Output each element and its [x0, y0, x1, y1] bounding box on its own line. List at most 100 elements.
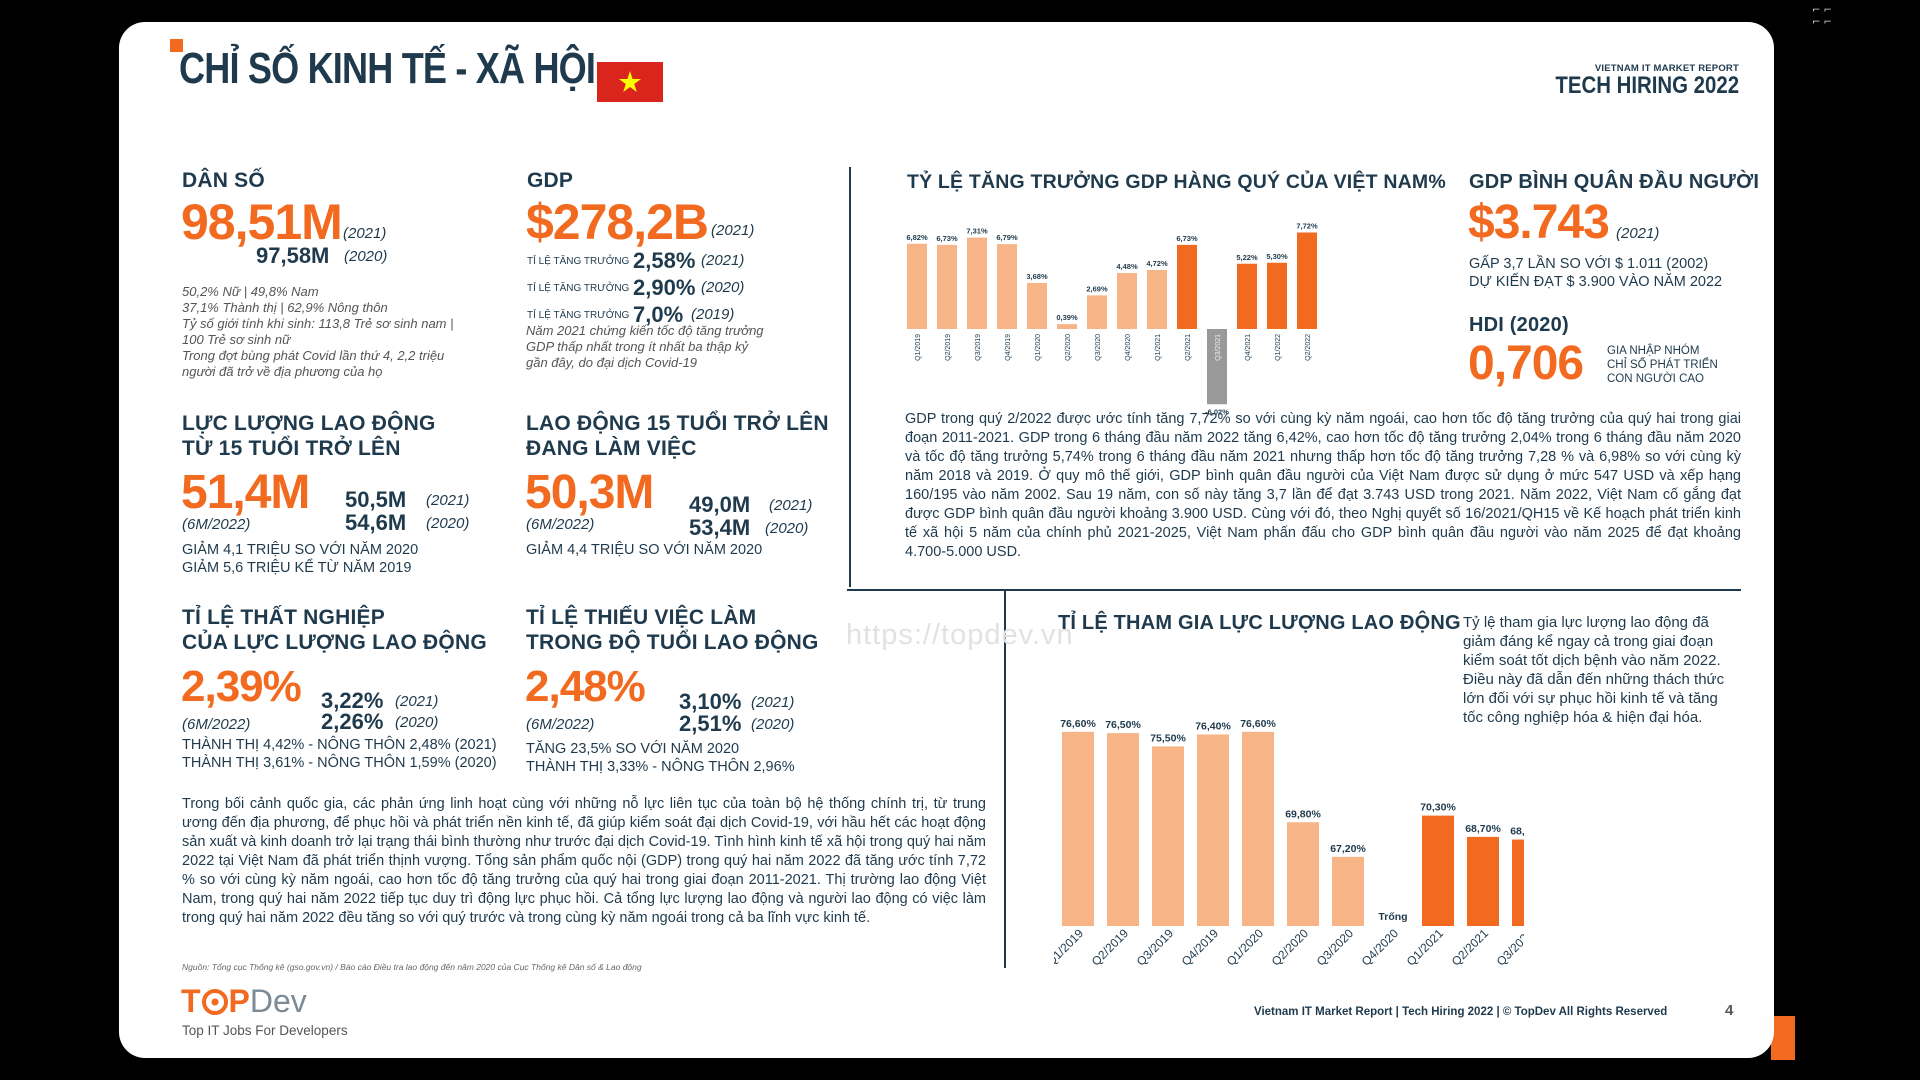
page-number: 4: [1725, 1002, 1734, 1019]
gdp-bar: [1087, 295, 1107, 329]
gdp-tick-label: Q2/2019: [945, 334, 952, 361]
gdp-paragraph: GDP trong quý 2/2022 được ước tính tăng …: [905, 411, 1741, 560]
gdp-bar: [1057, 324, 1077, 329]
watermark-text: https://topdev.vn: [846, 619, 1074, 651]
lfpr-bar: [1062, 731, 1094, 926]
employed-prev-2020: 53,4M: [689, 515, 751, 540]
underemployment-prev-2021: 3,10%: [679, 689, 742, 714]
hdi-notes: GIA NHẬP NHÓM CHỈ SỐ PHÁT TRIỂN CON NGƯỜ…: [1607, 345, 1718, 385]
underemployment-title: TỈ LỆ THIẾU VIỆC LÀM TRONG ĐỘ TUỔI LAO Đ…: [526, 606, 819, 654]
employed-year-2021: (2021): [769, 497, 813, 514]
orange-edge-decoration: [1771, 1016, 1795, 1060]
lfpr-tick-label: Q4/2019: [1179, 926, 1222, 969]
employed-title: LAO ĐỘNG 15 TUỔI TRỞ LÊN ĐANG LÀM VIỆC: [526, 412, 829, 460]
lfpr-bar-label: 67,20%: [1330, 843, 1366, 855]
gdp-tick-label: Q1/2022: [1275, 334, 1282, 361]
gdp-tick-label: Q2/2022: [1305, 334, 1312, 361]
lfpr-tick-label: Q3/2019: [1134, 926, 1177, 969]
lfpr-empty-label: Trống: [1378, 911, 1407, 923]
lfpr-bar-label: 68,70%: [1465, 823, 1501, 835]
population-value: 98,51M: [181, 194, 343, 250]
gdp-bar-label: 7,72%: [1296, 222, 1318, 231]
gdp-tick-label: Q3/2020: [1095, 334, 1102, 361]
population-prev-year: (2020): [344, 248, 388, 265]
labor-force-title: LỰC LƯỢNG LAO ĐỘNG TỪ 15 TUỔI TRỞ LÊN: [182, 412, 436, 460]
gdp-title: GDP: [527, 169, 574, 192]
lfpr-bar-label: 75,50%: [1150, 732, 1186, 744]
gdp-tick-label: Q1/2021: [1155, 334, 1162, 361]
window-control-icons[interactable]: ⌐ ⌐ ⌐ ⌐: [1812, 5, 1832, 28]
gdp-bar-label: 2,69%: [1086, 284, 1108, 293]
gdp-per-capita-notes: GẤP 3,7 LẦN SO VỚI $ 1.011 (2002) DỰ KIẾ…: [1469, 256, 1723, 290]
lfpr-bar-label: 76,60%: [1060, 718, 1096, 730]
gdp-rate-row: TỈ LỆ TĂNG TRƯỞNG 2,90% (2020): [527, 275, 745, 300]
bottom-paragraph: Trong bối cảnh quốc gia, các phản ứng li…: [182, 796, 986, 926]
vertical-divider-bottom: [1004, 590, 1006, 968]
gdp-bar-label: 4,72%: [1146, 259, 1168, 268]
topdev-logo: T PDev: [181, 983, 307, 1019]
gdp-tick-label: Q3/2021: [1215, 334, 1222, 361]
lfpr-bar-label: 76,60%: [1240, 718, 1276, 730]
gdp-rate-row: TỈ LỆ TĂNG TRƯỞNG 7,0% (2019): [527, 302, 735, 327]
gdp-tick-label: Q1/2020: [1035, 334, 1042, 361]
gdp-bar: [967, 237, 987, 329]
lfpr-bar: [1197, 734, 1229, 926]
lfpr-bar-label: 76,50%: [1105, 719, 1141, 731]
labor-force-prev-2020: 54,6M: [345, 510, 407, 535]
gdp-bar-label: 5,30%: [1266, 252, 1288, 261]
lfpr-bar: [1152, 746, 1184, 926]
gdp-bar: [1027, 283, 1047, 329]
lfpr-tick-label: Q1/2019: [1054, 926, 1086, 969]
gdp-bar: [1297, 232, 1317, 329]
gdp-tick-label: Q2/2021: [1185, 334, 1192, 361]
report-label-small: VIETNAM IT MARKET REPORT: [1594, 63, 1739, 74]
gdp-tick-label: Q4/2020: [1125, 334, 1132, 361]
title-accent-square: [170, 39, 183, 52]
gdp-bar-label: 6,73%: [936, 234, 958, 243]
underemployment-prev-2020: 2,51%: [679, 711, 742, 736]
gdp-bar: [907, 243, 927, 329]
underemployment-year-2020: (2020): [751, 716, 795, 733]
gdp-bar-label: -6,02%: [1205, 407, 1229, 416]
lfpr-chart-title: TỈ LỆ THAM GIA LỰC LƯỢNG LAO ĐỘNG: [1058, 612, 1461, 634]
underemployment-period: (6M/2022): [526, 716, 595, 733]
gdp-rate-row: TỈ LỆ TĂNG TRƯỞNG 2,58% (2021): [527, 248, 745, 273]
gdp-bar-label: 7,31%: [966, 227, 988, 236]
gdp-tick-label: Q2/2020: [1065, 334, 1072, 361]
unemployment-notes: THÀNH THỊ 4,42% - NÔNG THÔN 2,48% (2021)…: [182, 737, 497, 771]
employed-prev-2021: 49,0M: [689, 492, 751, 517]
lfpr-bar-label: 76,40%: [1195, 720, 1231, 732]
gdp-bar-label: 6,82%: [906, 233, 928, 242]
lfpr-bar-label: 69,80%: [1285, 808, 1321, 820]
gdp-bar-label: 4,48%: [1116, 262, 1138, 271]
unemployment-prev-2020: 2,26%: [321, 709, 384, 734]
gdp-bar-label: 3,68%: [1026, 272, 1048, 281]
vertical-divider-top: [849, 167, 851, 587]
lfpr-tick-label: Q3/2020: [1314, 926, 1357, 969]
gdp-growth-chart: 6,82% Q1/2019 6,73% Q2/2019 7,31% Q3/2019 6,79…: [906, 222, 1318, 417]
lfpr-tick-label: Q2/2021: [1449, 926, 1492, 969]
gdp-value: $278,2B: [526, 194, 709, 250]
labor-participation-chart: 76,60% Q1/2019 76,50% Q2/2019 75,50% Q3/2019 7…: [1054, 718, 1524, 969]
report-page: CHỈ SỐ KINH TẾ - XÃ HỘI VIETNAM IT MARKE…: [119, 22, 1774, 1058]
lfpr-bar: [1422, 815, 1454, 926]
gdp-per-capita-value: $3.743: [1468, 196, 1610, 249]
logo-tagline: Top IT Jobs For Developers: [182, 1023, 348, 1038]
gdp-bar: [1177, 244, 1197, 329]
lfpr-bar: [1467, 836, 1499, 926]
unemployment-period: (6M/2022): [182, 716, 251, 733]
gdp-notes: Năm 2021 chứng kiến tốc độ tăng trưởng G…: [526, 323, 764, 370]
lfpr-tick-label: Q1/2021: [1404, 926, 1447, 969]
horizontal-divider: [847, 589, 1741, 591]
hdi-title: HDI (2020): [1469, 314, 1569, 336]
employed-period: (6M/2022): [526, 516, 595, 533]
hdi-value: 0,706: [1468, 337, 1584, 390]
gdp-bar: [1147, 270, 1167, 329]
gdp-per-capita-year: (2021): [1616, 225, 1660, 242]
population-title: DÂN SỐ: [182, 169, 265, 192]
gdp-bar: [1237, 263, 1257, 329]
employed-notes: GIẢM 4,4 TRIỆU SO VỚI NĂM 2020: [526, 542, 763, 558]
labor-force-year-2021: (2021): [426, 492, 470, 509]
page-title: CHỈ SỐ KINH TẾ - XÃ HỘI: [179, 44, 596, 93]
report-label-big: TECH HIRING 2022: [1555, 72, 1739, 99]
